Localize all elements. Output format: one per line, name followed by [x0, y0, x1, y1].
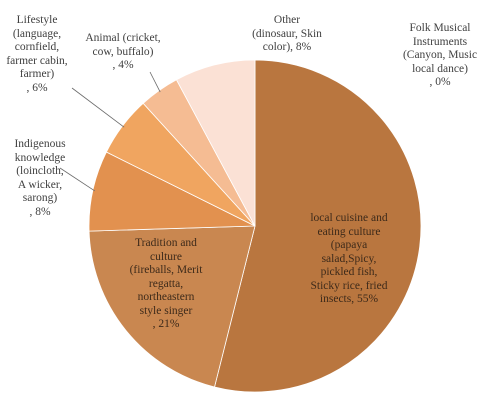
slice-label-local-cuisine: local cuisine and eating culture (papaya… [310, 212, 388, 305]
leader-line-indigenous-knowledge [59, 167, 96, 192]
leader-lines [59, 71, 161, 192]
slice-label-folk-musical-instruments: Folk Musical Instruments (Canyon, Music … [402, 22, 478, 88]
pie-slice-tradition-culture [88, 225, 256, 388]
leader-line-lifestyle [71, 87, 125, 128]
pie-slice-local-cuisine [214, 59, 422, 393]
slice-label-indigenous-knowledge: Indigenous knowledge (loincloth, A wicke… [14, 138, 66, 218]
slice-label-animal: Animal (cricket, cow, buffalo) , 4% [85, 32, 161, 71]
slice-label-lifestyle: Lifestyle (language, cornfield, farmer c… [6, 14, 68, 94]
pie-slices [88, 59, 422, 393]
pie-slice-other [175, 59, 256, 227]
slice-label-tradition-culture: Tradition and culture (fireballs, Merit … [129, 237, 203, 330]
leader-line-animal [149, 71, 161, 93]
slice-label-other: Other (dinosaur, Skin color), 8% [252, 14, 322, 53]
